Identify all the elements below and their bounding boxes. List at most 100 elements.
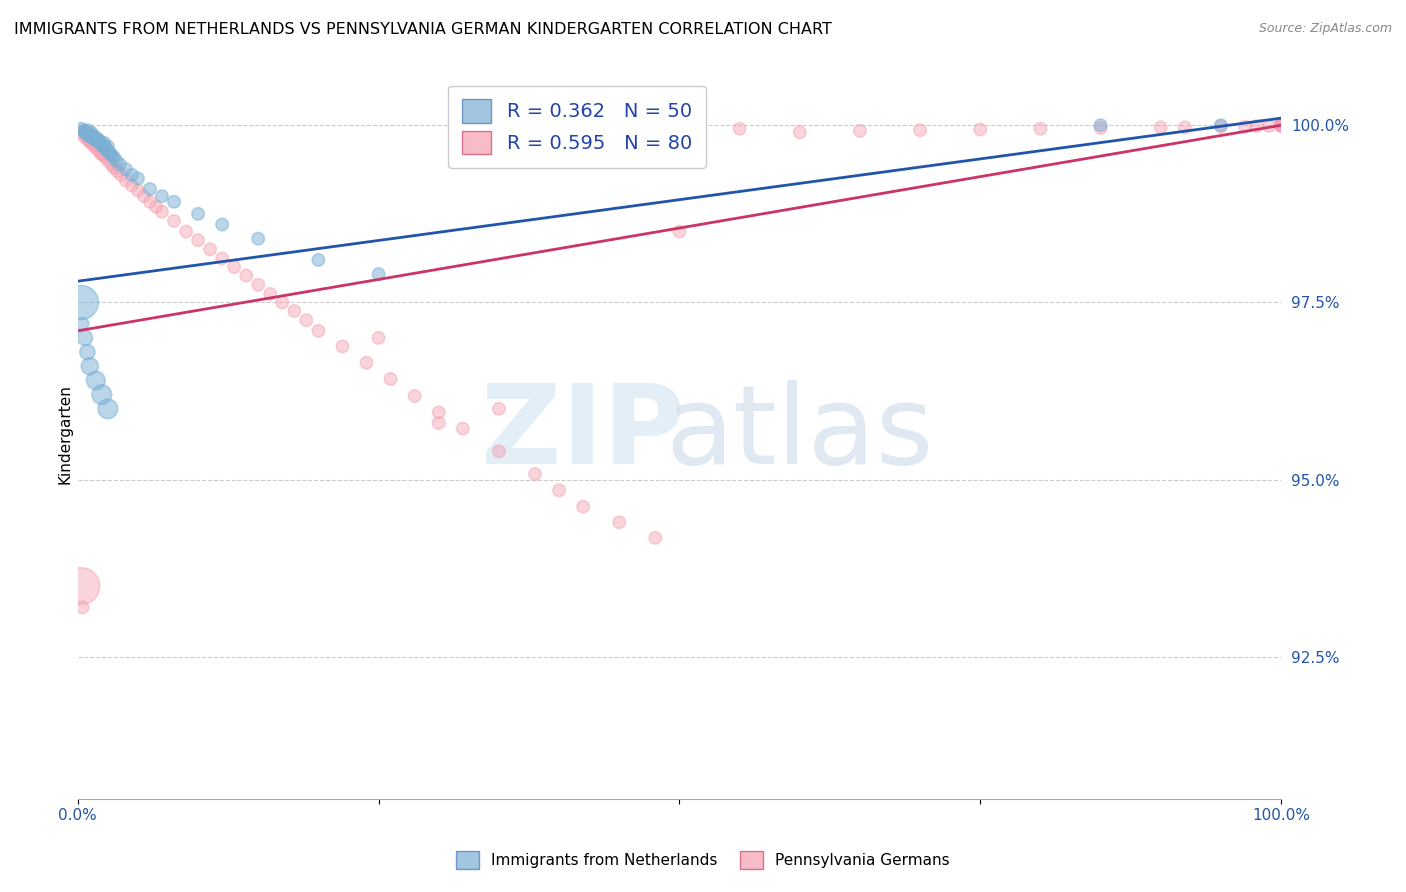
Point bbox=[103, 150, 125, 164]
Point bbox=[98, 145, 121, 160]
Text: Source: ZipAtlas.com: Source: ZipAtlas.com bbox=[1258, 22, 1392, 36]
Point bbox=[94, 141, 117, 155]
Y-axis label: Kindergarten: Kindergarten bbox=[58, 384, 72, 483]
Point bbox=[1270, 118, 1292, 132]
Point bbox=[86, 134, 108, 148]
Point bbox=[80, 136, 103, 150]
Point bbox=[1270, 118, 1292, 132]
Point bbox=[97, 139, 120, 153]
Point bbox=[224, 260, 246, 274]
Point bbox=[84, 130, 107, 145]
Point bbox=[163, 194, 186, 209]
Point bbox=[150, 204, 173, 219]
Point bbox=[115, 173, 138, 187]
Point bbox=[73, 128, 96, 143]
Point bbox=[127, 184, 149, 198]
Point bbox=[332, 339, 354, 353]
Point bbox=[73, 125, 96, 139]
Point bbox=[76, 123, 98, 137]
Text: atlas: atlas bbox=[665, 380, 934, 487]
Point bbox=[98, 146, 121, 161]
Point bbox=[115, 162, 138, 177]
Point bbox=[91, 139, 114, 153]
Point bbox=[127, 171, 149, 186]
Point bbox=[380, 372, 402, 386]
Point bbox=[174, 225, 197, 239]
Point bbox=[91, 148, 114, 162]
Point bbox=[849, 124, 872, 138]
Point bbox=[1270, 118, 1292, 132]
Point bbox=[427, 416, 450, 430]
Point bbox=[247, 232, 270, 246]
Point bbox=[488, 401, 510, 416]
Point bbox=[93, 136, 115, 150]
Point bbox=[211, 218, 233, 232]
Point bbox=[1270, 118, 1292, 132]
Point bbox=[789, 125, 811, 139]
Point bbox=[97, 401, 120, 416]
Point bbox=[668, 118, 690, 132]
Text: ZIP: ZIP bbox=[481, 380, 685, 487]
Point bbox=[110, 168, 132, 182]
Point bbox=[79, 359, 101, 374]
Point bbox=[90, 387, 112, 401]
Point bbox=[1258, 119, 1281, 133]
Point bbox=[187, 233, 209, 247]
Point bbox=[1090, 118, 1112, 132]
Point bbox=[524, 467, 547, 481]
Point bbox=[1270, 118, 1292, 132]
Point bbox=[145, 200, 167, 214]
Point bbox=[87, 143, 110, 157]
Point bbox=[82, 131, 104, 145]
Point bbox=[139, 182, 162, 196]
Point bbox=[572, 500, 595, 514]
Point bbox=[198, 242, 221, 256]
Point bbox=[84, 374, 107, 388]
Point bbox=[103, 161, 125, 175]
Point bbox=[108, 157, 131, 171]
Point bbox=[295, 313, 318, 327]
Text: IMMIGRANTS FROM NETHERLANDS VS PENNSYLVANIA GERMAN KINDERGARTEN CORRELATION CHAR: IMMIGRANTS FROM NETHERLANDS VS PENNSYLVA… bbox=[14, 22, 832, 37]
Point bbox=[96, 143, 118, 157]
Point bbox=[90, 135, 112, 149]
Point bbox=[908, 123, 931, 137]
Point bbox=[271, 295, 294, 310]
Point bbox=[107, 164, 129, 178]
Point bbox=[607, 515, 630, 529]
Point bbox=[70, 295, 93, 310]
Point bbox=[1270, 118, 1292, 132]
Point bbox=[427, 405, 450, 419]
Point bbox=[1209, 120, 1232, 134]
Point bbox=[307, 252, 329, 267]
Point bbox=[283, 304, 305, 318]
Point bbox=[356, 356, 378, 370]
Point bbox=[187, 207, 209, 221]
Point bbox=[1150, 120, 1173, 135]
Point bbox=[84, 141, 107, 155]
Point bbox=[728, 121, 751, 136]
Point bbox=[668, 225, 690, 239]
Point bbox=[247, 277, 270, 292]
Point bbox=[79, 128, 101, 142]
Point bbox=[259, 287, 281, 301]
Point bbox=[1029, 121, 1052, 136]
Point bbox=[1090, 121, 1112, 136]
Point bbox=[1233, 120, 1256, 134]
Point bbox=[82, 128, 104, 143]
Point bbox=[163, 214, 186, 228]
Point bbox=[1209, 118, 1232, 132]
Point bbox=[307, 324, 329, 338]
Point bbox=[77, 134, 100, 148]
Point bbox=[87, 132, 110, 146]
Point bbox=[451, 422, 474, 436]
Point bbox=[1246, 119, 1268, 133]
Point bbox=[1270, 118, 1292, 132]
Point bbox=[211, 252, 233, 266]
Point bbox=[1270, 118, 1292, 132]
Point bbox=[969, 122, 991, 136]
Point bbox=[1270, 118, 1292, 132]
Legend: Immigrants from Netherlands, Pennsylvania Germans: Immigrants from Netherlands, Pennsylvani… bbox=[450, 845, 956, 875]
Point bbox=[100, 148, 122, 162]
Point bbox=[644, 531, 666, 545]
Point bbox=[548, 483, 571, 498]
